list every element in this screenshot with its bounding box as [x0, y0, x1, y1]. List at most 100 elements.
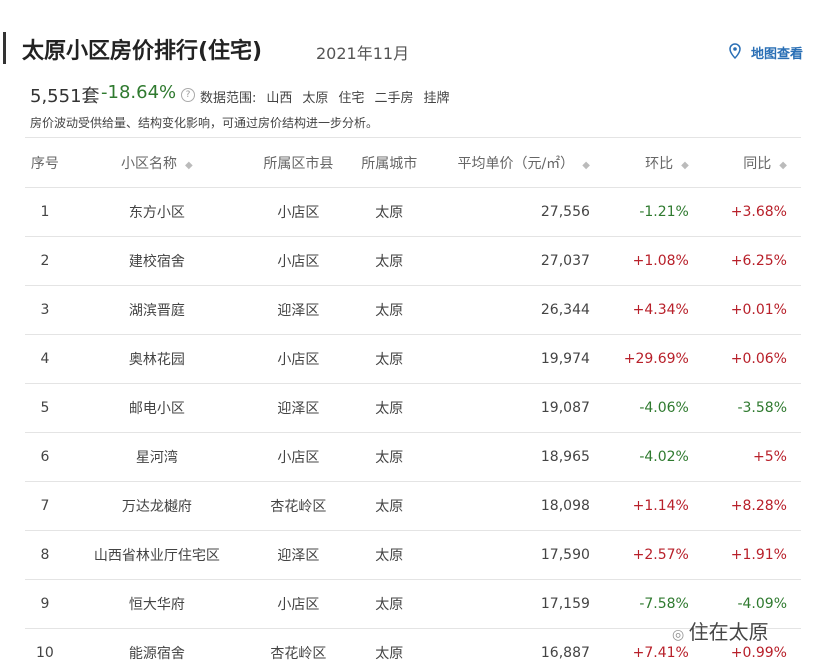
- table-row: 5 邮电小区 迎泽区 太原 19,087 -4.06% -3.58%: [25, 383, 801, 433]
- table-cell: 太原: [347, 579, 431, 629]
- column-header: 所属城市: [347, 137, 431, 188]
- sort-icon[interactable]: ◆: [681, 159, 689, 171]
- table-cell: 太原: [347, 530, 431, 580]
- table-cell: 建校宿舍: [64, 236, 249, 286]
- scope: 数据范围: 山西 太原 住宅 二手房 挂牌: [200, 87, 449, 106]
- table-cell: 16,887: [430, 628, 604, 664]
- table-cell: 小店区: [248, 334, 348, 384]
- table-cell: 东方小区: [64, 187, 249, 237]
- table-cell: 1: [25, 187, 65, 237]
- table-cell: 17,159: [430, 579, 604, 629]
- table-cell: -7.58%: [603, 579, 703, 629]
- table-cell: +0.01%: [702, 285, 801, 335]
- table-cell: -3.58%: [702, 383, 801, 433]
- column-header: 同比 ◆: [702, 137, 801, 188]
- table-cell: +4.34%: [603, 285, 703, 335]
- title-bar: [3, 32, 6, 64]
- table-cell: -4.09%: [702, 579, 801, 629]
- table-cell: -4.02%: [603, 432, 703, 482]
- table-cell: 迎泽区: [248, 383, 348, 433]
- table-cell: +3.68%: [702, 187, 801, 237]
- column-title: 平均单价（元/㎡）: [457, 155, 575, 172]
- column-title: 环比: [645, 155, 674, 172]
- table-cell: +1.91%: [702, 530, 801, 580]
- watermark: ◎ 住在太原: [672, 620, 769, 644]
- table-cell: 杏花岭区: [248, 628, 348, 664]
- title: 太原小区房价排行(住宅): [22, 39, 263, 64]
- table-cell: 19,974: [430, 334, 604, 384]
- table-cell: 7: [25, 481, 65, 531]
- table-cell: 小店区: [248, 236, 348, 286]
- table-row: 1 东方小区 小店区 太原 27,556 -1.21% +3.68%: [25, 187, 801, 237]
- map-icon[interactable]: [727, 42, 743, 60]
- table-cell: -1.21%: [603, 187, 703, 237]
- table-cell: 星河湾: [64, 432, 249, 482]
- watermark-text: 住在太原: [688, 620, 769, 644]
- table-cell: 9: [25, 579, 65, 629]
- scope-item: 太原: [302, 91, 329, 106]
- table-cell: +1.08%: [603, 236, 703, 286]
- table-cell: 恒大华府: [64, 579, 249, 629]
- table-cell: 奥林花园: [64, 334, 249, 384]
- table-row: 6 星河湾 小店区 太原 18,965 -4.02% +5%: [25, 432, 801, 482]
- column-header: 所属区市县: [248, 137, 348, 188]
- table-row: 9 恒大华府 小店区 太原 17,159 -7.58% -4.09%: [25, 579, 801, 629]
- table-cell: 6: [25, 432, 65, 482]
- table-cell: 山西省林业厅住宅区: [64, 530, 249, 580]
- table-cell: 17,590: [430, 530, 604, 580]
- column-title: 序号: [30, 155, 59, 172]
- sort-icon[interactable]: ◆: [779, 159, 787, 171]
- scope-item: 住宅: [338, 91, 365, 106]
- table-cell: +6.25%: [702, 236, 801, 286]
- table-cell: 小店区: [248, 579, 348, 629]
- ranking-table: 序号 小区名称 ◆ 所属区市县 所属城市 平均单价（元/㎡） ◆ 环比 ◆ 同比 ◆ 1 东方小区 小店区…: [25, 137, 801, 664]
- count: 5,551套: [30, 86, 100, 107]
- column-title: 所属区市县: [263, 155, 334, 172]
- table-cell: +5%: [702, 432, 801, 482]
- table-cell: 太原: [347, 628, 431, 664]
- table-cell: 太原: [347, 383, 431, 433]
- change: -18.64%: [101, 82, 177, 103]
- table-cell: 迎泽区: [248, 285, 348, 335]
- table-row: 8 山西省林业厅住宅区 迎泽区 太原 17,590 +2.57% +1.91%: [25, 530, 801, 580]
- column-header: 序号: [25, 137, 65, 188]
- map-link[interactable]: 地图查看: [751, 47, 804, 62]
- table-cell: 27,037: [430, 236, 604, 286]
- table-cell: 万达龙樾府: [64, 481, 249, 531]
- help-icon[interactable]: ?: [181, 88, 195, 102]
- column-header: 环比 ◆: [603, 137, 703, 188]
- column-title: 所属城市: [361, 155, 418, 172]
- table-row: 4 奥林花园 小店区 太原 19,974 +29.69% +0.06%: [25, 334, 801, 384]
- note: 房价波动受供给量、结构变化影响，可通过房价结构进一步分析。: [30, 116, 379, 130]
- table-cell: +0.99%: [702, 628, 801, 664]
- sort-icon[interactable]: ◆: [582, 159, 590, 171]
- scope-label: 数据范围:: [200, 91, 257, 106]
- table-row: 7 万达龙樾府 杏花岭区 太原 18,098 +1.14% +8.28%: [25, 481, 801, 531]
- column-header: 平均单价（元/㎡） ◆: [430, 137, 604, 188]
- table-cell: 8: [25, 530, 65, 580]
- table-cell: +7.41%: [603, 628, 703, 664]
- table-cell: 5: [25, 383, 65, 433]
- table-cell: 18,098: [430, 481, 604, 531]
- table-cell: 杏花岭区: [248, 481, 348, 531]
- table-row: 10 能源宿舍 杏花岭区 太原 16,887 +7.41% +0.99%: [25, 628, 801, 664]
- table-cell: +1.14%: [603, 481, 703, 531]
- table-cell: 太原: [347, 334, 431, 384]
- table-cell: 2: [25, 236, 65, 286]
- table-cell: 太原: [347, 285, 431, 335]
- scope-item: 挂牌: [423, 91, 450, 106]
- table-cell: +2.57%: [603, 530, 703, 580]
- table-cell: 10: [25, 628, 65, 664]
- table-cell: 迎泽区: [248, 530, 348, 580]
- table-cell: 太原: [347, 236, 431, 286]
- table-cell: 邮电小区: [64, 383, 249, 433]
- table-cell: 太原: [347, 432, 431, 482]
- sort-icon[interactable]: ◆: [185, 159, 193, 171]
- column-title: 小区名称: [121, 155, 177, 172]
- table-cell: 27,556: [430, 187, 604, 237]
- table-cell: -4.06%: [603, 383, 703, 433]
- table-cell: 26,344: [430, 285, 604, 335]
- table-cell: +29.69%: [603, 334, 703, 384]
- table-cell: 4: [25, 334, 65, 384]
